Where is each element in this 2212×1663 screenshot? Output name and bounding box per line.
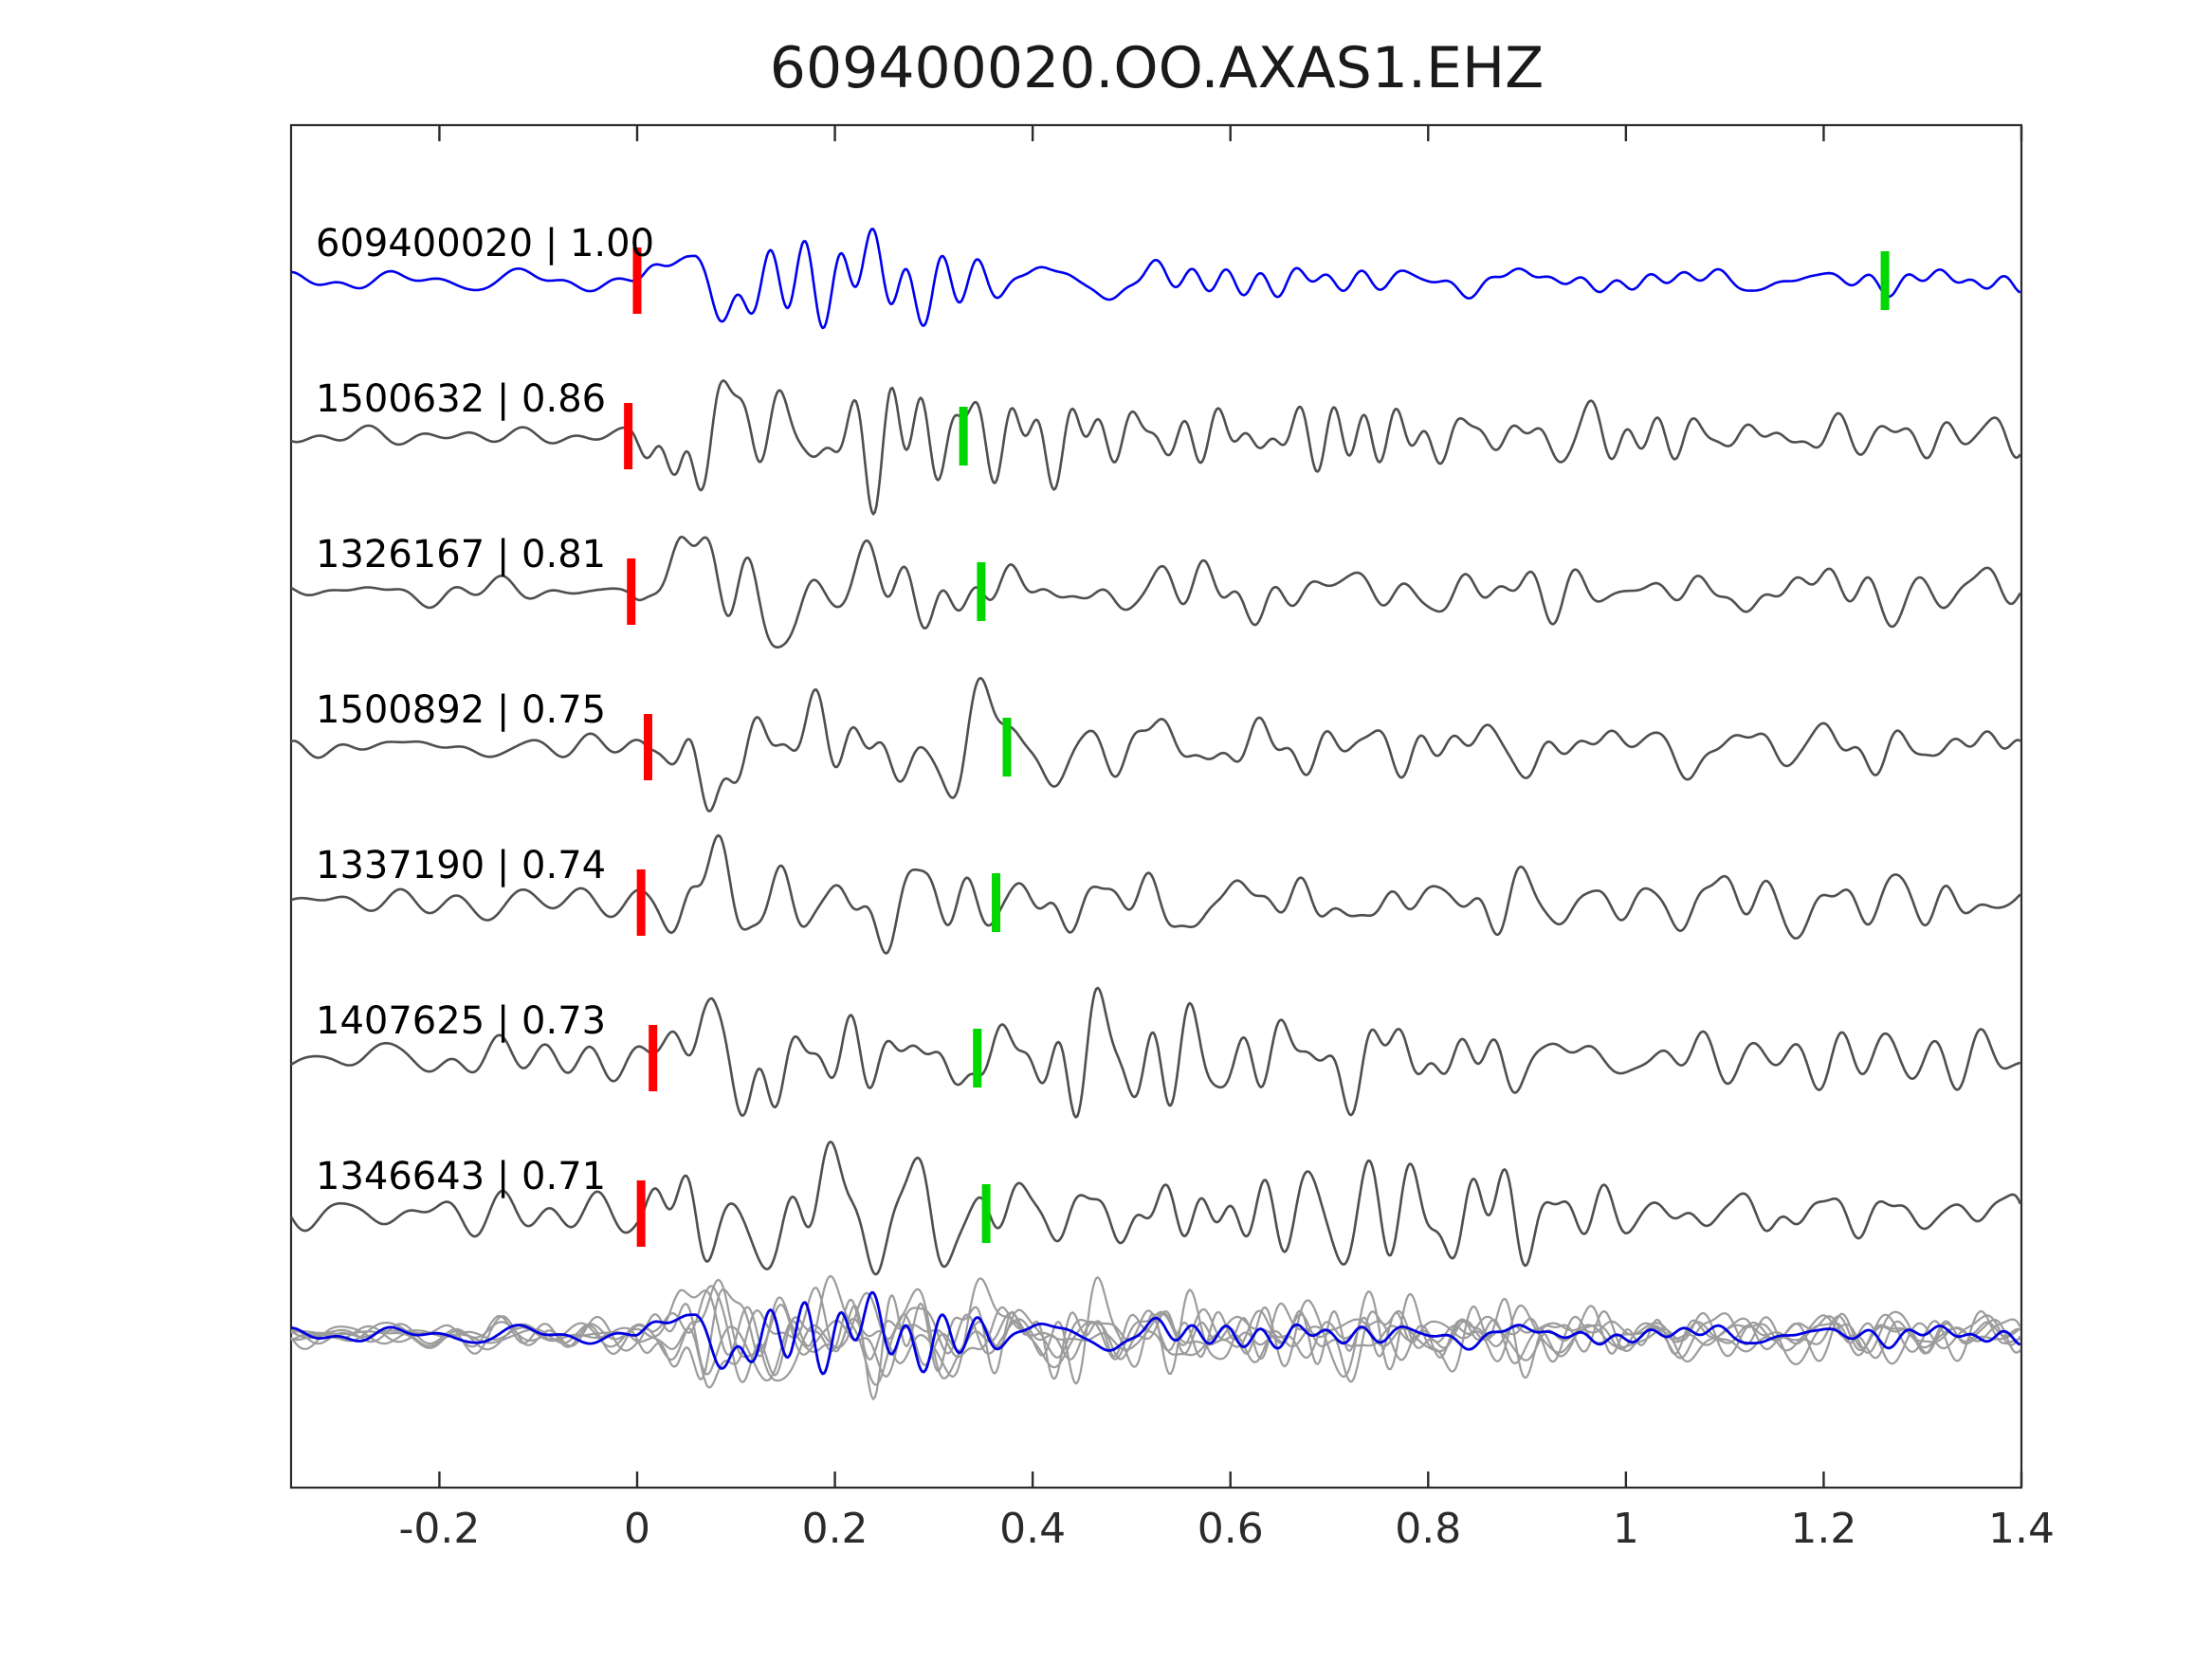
waveform-trace-1326167 bbox=[290, 535, 2021, 649]
waveform-traces bbox=[289, 228, 2021, 1401]
x-tick-label: 1.2 bbox=[1790, 1505, 1856, 1553]
trace-label: 1337190 | 0.74 bbox=[316, 844, 606, 887]
x-tick-label: 0.4 bbox=[999, 1505, 1066, 1553]
plot-title: 609400020.OO.AXAS1.EHZ bbox=[770, 35, 1544, 101]
trace-label: 1500892 | 0.75 bbox=[316, 688, 606, 732]
waveform-trace-1500632 bbox=[290, 379, 2021, 516]
x-tick-label: 0.8 bbox=[1395, 1505, 1461, 1553]
axes-border bbox=[289, 123, 2023, 1489]
x-tick-label: 0.2 bbox=[802, 1505, 868, 1553]
pick-markers bbox=[624, 247, 1890, 1247]
trace-label: 1407625 | 0.73 bbox=[316, 999, 606, 1043]
waveform-trace-1407625 bbox=[290, 986, 2021, 1119]
x-tick-label: 1.4 bbox=[1988, 1505, 2055, 1553]
trace-label: 1500632 | 0.86 bbox=[316, 377, 606, 421]
x-tick-label: 0.6 bbox=[1197, 1505, 1264, 1553]
overlay-trace-reference bbox=[290, 1290, 2021, 1376]
x-tick-label: 1 bbox=[1613, 1505, 1639, 1553]
x-tick-label: 0 bbox=[624, 1505, 650, 1553]
waveform-trace-1337190 bbox=[290, 833, 2021, 955]
waveform-trace-1346643 bbox=[289, 1141, 2021, 1276]
overlay-trace-1500892 bbox=[290, 1277, 2021, 1389]
trace-label: 1326167 | 0.81 bbox=[316, 533, 606, 576]
waveform-trace-1500892 bbox=[290, 677, 2021, 813]
waveform-trace-609400020 bbox=[290, 228, 2021, 330]
x-tick-label: -0.2 bbox=[398, 1505, 480, 1553]
trace-label: 1346643 | 0.71 bbox=[316, 1155, 606, 1198]
trace-labels: 609400020 | 1.00 1500632 | 0.86 1326167 | … bbox=[316, 222, 654, 1198]
trace-label: 609400020 | 1.00 bbox=[316, 222, 654, 265]
x-axis-ticks: -0.2 0 0.2 0.4 0.6 0.8 1 1.2 1.4 bbox=[398, 126, 2055, 1553]
overlay-trace-1346643 bbox=[290, 1274, 2021, 1386]
